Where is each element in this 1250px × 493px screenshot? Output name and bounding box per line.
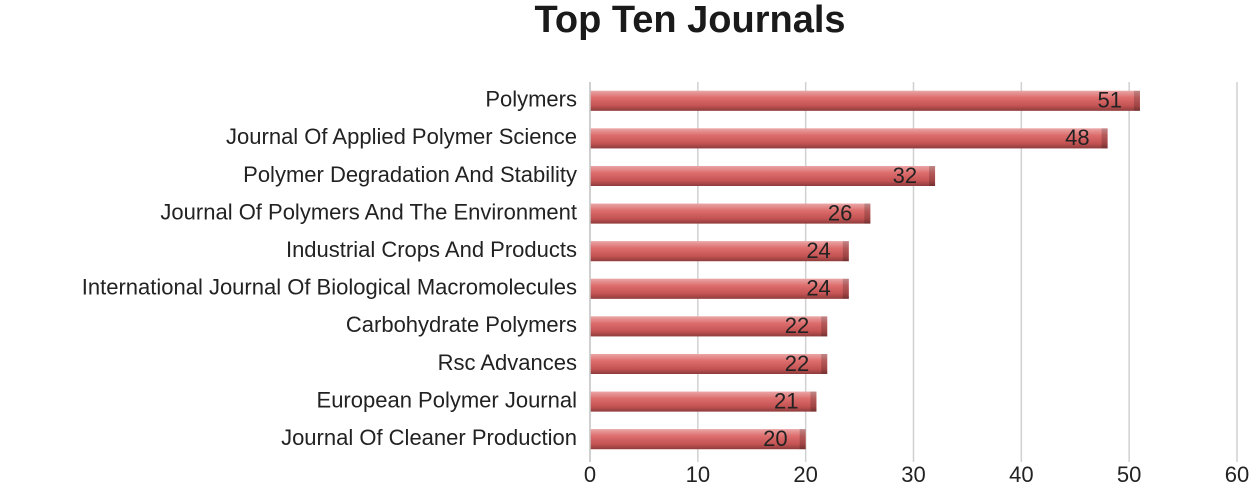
y-tick-label: Industrial Crops And Products — [286, 237, 577, 262]
y-tick-label: International Journal Of Biological Macr… — [82, 275, 577, 300]
bar-shade — [590, 316, 828, 337]
data-label: 48 — [1065, 125, 1089, 150]
x-tick-label: 50 — [1117, 462, 1141, 487]
y-tick-label: Rsc Advances — [438, 350, 577, 375]
bar-end-cap — [842, 278, 849, 299]
bar-shade — [590, 241, 849, 262]
data-label: 24 — [806, 276, 830, 301]
bar-shade — [590, 354, 828, 374]
x-tick-label: 60 — [1225, 462, 1249, 487]
bar-end-cap — [1133, 90, 1140, 111]
x-tick-label: 20 — [793, 462, 817, 487]
y-tick-label: Polymers — [485, 87, 577, 112]
bar-shade — [590, 391, 817, 412]
bar-shade — [590, 278, 849, 299]
x-tick-label: 10 — [686, 462, 710, 487]
bar-end-cap — [821, 316, 828, 337]
data-label: 32 — [893, 163, 917, 188]
bar-shade — [590, 203, 871, 224]
bar-shade — [590, 128, 1108, 149]
bar-end-cap — [842, 241, 849, 262]
y-tick-label: European Polymer Journal — [317, 387, 577, 412]
data-label: 22 — [785, 313, 809, 338]
bar-end-cap — [864, 203, 871, 224]
x-tick-label: 40 — [1009, 462, 1033, 487]
x-tick-label: 30 — [901, 462, 925, 487]
bar-end-cap — [1101, 128, 1108, 149]
bar-end-cap — [929, 166, 936, 186]
data-label: 20 — [763, 426, 787, 451]
y-tick-label: Journal Of Cleaner Production — [281, 425, 577, 450]
data-label: 22 — [785, 351, 809, 376]
data-label: 51 — [1097, 88, 1121, 113]
bar-end-cap — [821, 354, 828, 374]
chart-title: Top Ten Journals — [534, 0, 845, 41]
bar-shade — [590, 166, 936, 186]
y-tick-label: Journal Of Applied Polymer Science — [226, 124, 577, 149]
y-tick-label: Polymer Degradation And Stability — [243, 162, 577, 187]
data-label: 21 — [774, 388, 798, 413]
bar-end-cap — [810, 391, 817, 412]
bar-end-cap — [799, 429, 806, 450]
y-tick-label: Journal Of Polymers And The Environment — [160, 199, 577, 224]
bar-shade — [590, 90, 1140, 111]
x-tick-label: 0 — [584, 462, 596, 487]
data-label: 26 — [828, 200, 852, 225]
y-tick-label: Carbohydrate Polymers — [346, 312, 577, 337]
data-label: 24 — [806, 238, 830, 263]
bar-shade — [590, 429, 806, 450]
